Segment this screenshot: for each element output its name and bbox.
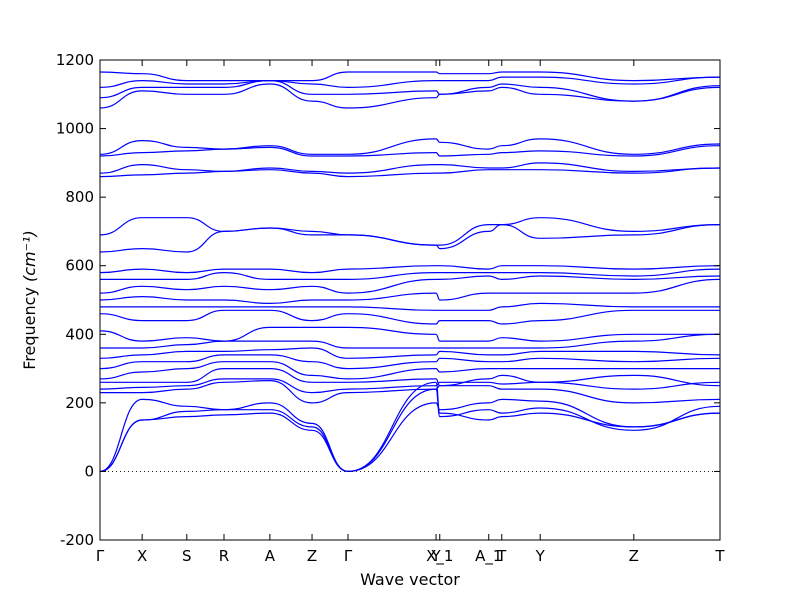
band-line-22 — [99, 145, 721, 157]
x-tick-label: T — [714, 547, 725, 565]
x-tick-label: X — [137, 547, 147, 565]
band-line-20 — [99, 167, 721, 178]
x-tick-label: Y — [430, 547, 441, 565]
band-line-24 — [99, 83, 721, 109]
band-line-2 — [99, 388, 721, 473]
band-line-14 — [99, 278, 721, 305]
x-axis-ticks: Γ X S R A Z Γ YX_1 A_1T Y Z T — [96, 60, 725, 566]
bands-layer — [99, 71, 721, 473]
x-tick-label: A_1 — [475, 547, 502, 566]
band-line-3 — [99, 398, 721, 473]
band-line-6 — [100, 368, 721, 387]
plot-frame — [99, 59, 721, 541]
band-line-9 — [99, 347, 721, 359]
y-tick-label: 200 — [65, 394, 94, 412]
band-line-17 — [99, 265, 721, 274]
y-axis-title: Frequency (cm⁻¹) — [20, 230, 39, 369]
y-axis-ticks: -200 0 200 400 600 800 1000 1200 — [56, 51, 720, 549]
y-axis-title-text: Frequency — [20, 287, 39, 370]
band-line-10 — [100, 333, 721, 349]
y-tick-label: 400 — [65, 325, 94, 343]
band-line-15 — [99, 275, 721, 294]
x-tick-label: R — [219, 547, 229, 565]
x-axis-title: Wave vector — [360, 570, 460, 589]
x-tick-label: A — [265, 547, 276, 565]
band-line-16 — [100, 268, 721, 280]
band-line-23 — [99, 138, 721, 155]
band-line-21 — [99, 162, 721, 174]
band-line-8 — [99, 354, 721, 370]
x-tick-label: Γ — [344, 547, 353, 565]
x-tick-label: S — [182, 547, 192, 565]
band-line-26 — [99, 76, 721, 89]
band-line-12 — [99, 309, 720, 325]
y-tick-label: 0 — [84, 462, 94, 480]
band-line-18 — [99, 223, 721, 253]
band-line-11 — [99, 326, 720, 342]
band-line-7 — [99, 361, 720, 380]
band-line-4 — [100, 379, 721, 404]
x-tick-label: Z — [307, 547, 317, 565]
x-tick-label: X_1 — [426, 547, 453, 566]
x-tick-label: Y — [535, 547, 546, 565]
band-line-19 — [99, 217, 721, 246]
band-line-5 — [99, 378, 721, 394]
band-line-25 — [99, 79, 721, 102]
y-tick-label: 600 — [65, 257, 94, 275]
y-tick-label: 800 — [65, 188, 94, 206]
y-tick-label: -200 — [60, 531, 94, 549]
band-line-1 — [99, 381, 721, 473]
x-tick-label: Γ — [96, 547, 105, 565]
band-line-13 — [99, 302, 720, 311]
y-tick-label: 1200 — [56, 51, 94, 69]
x-tick-label: T — [496, 547, 507, 565]
x-tick-label: Z — [629, 547, 639, 565]
band-line-27 — [99, 71, 721, 82]
y-tick-label: 1000 — [56, 120, 94, 138]
y-axis-unit: (cm⁻¹) — [20, 230, 39, 282]
